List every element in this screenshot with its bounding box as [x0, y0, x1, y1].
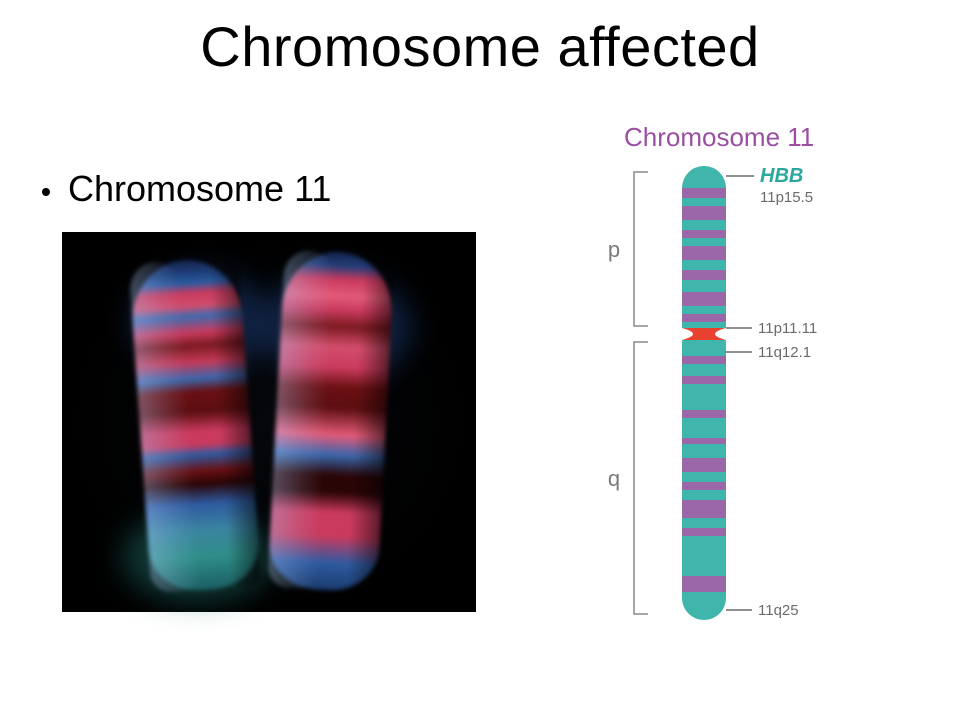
bullet-text: Chromosome 11	[68, 168, 331, 210]
band	[682, 576, 726, 592]
ideogram-panel: Chromosome 11 p q HBB 11p15.5 11p11.11 11q12.…	[554, 122, 914, 662]
bullet-marker	[42, 188, 50, 196]
band	[682, 270, 726, 280]
chromatid-left	[129, 257, 262, 594]
locus-label: 11q25	[758, 602, 799, 619]
gene-locus: 11p15.5	[760, 189, 813, 206]
arm-label: p	[608, 237, 620, 262]
band	[682, 188, 726, 198]
band	[682, 246, 726, 260]
band	[682, 356, 726, 364]
band	[682, 528, 726, 536]
arm-bracket	[634, 172, 648, 326]
chromatid-right	[267, 249, 395, 592]
band	[682, 438, 726, 444]
slide: Chromosome affected Chromosome 11 Chromo…	[0, 0, 960, 720]
band	[682, 314, 726, 322]
centromere	[682, 328, 726, 340]
locus-label: 11q12.1	[758, 344, 811, 361]
band	[682, 482, 726, 490]
chromosome-photo	[62, 232, 476, 612]
slide-title: Chromosome affected	[0, 14, 960, 79]
arm-label: q	[608, 466, 620, 491]
photo-background	[62, 232, 476, 612]
band	[682, 292, 726, 306]
ideogram-title: Chromosome 11	[624, 122, 814, 153]
band	[682, 500, 726, 518]
locus-label: 11p11.11	[758, 320, 817, 337]
band	[682, 230, 726, 238]
band	[682, 410, 726, 418]
band	[682, 376, 726, 384]
gene-label: HBB	[760, 165, 803, 187]
ideogram-svg: p q HBB 11p15.5 11p11.11 11q12.1 11q25	[554, 158, 914, 658]
arm-bracket	[634, 342, 648, 614]
band	[682, 206, 726, 220]
band	[682, 458, 726, 472]
bullet-item: Chromosome 11	[42, 168, 331, 210]
